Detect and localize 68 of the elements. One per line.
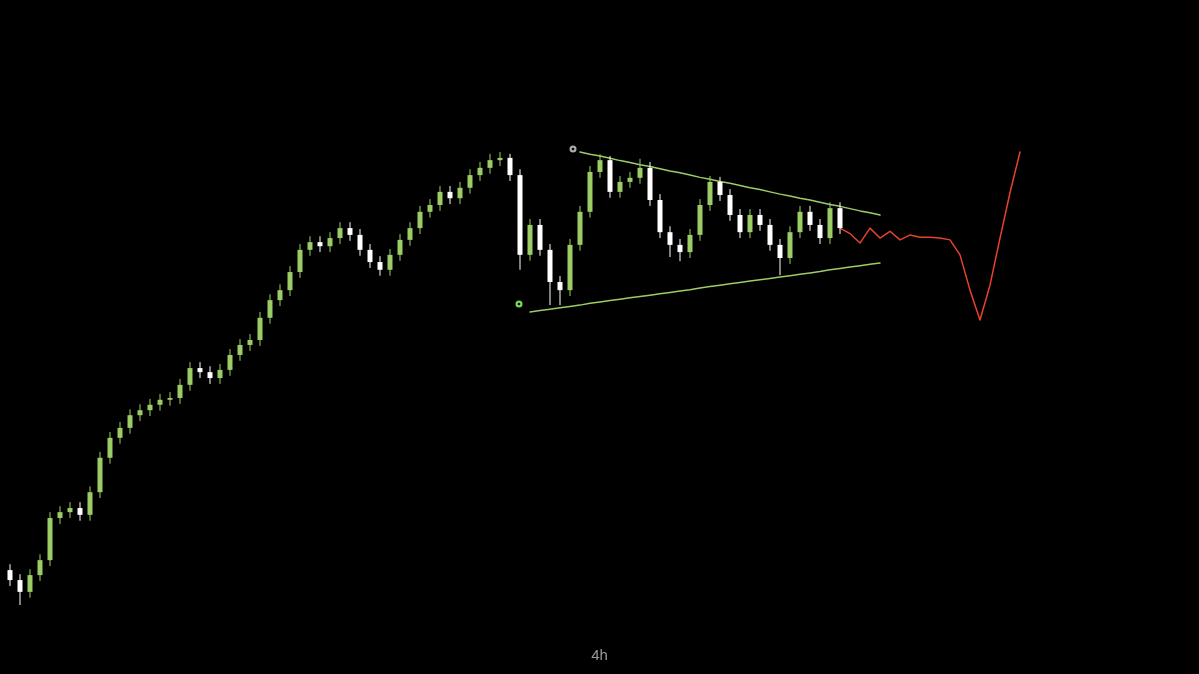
candlestick [207, 365, 213, 385]
candlestick [357, 228, 363, 257]
candlestick [617, 175, 623, 199]
candlestick [377, 255, 383, 277]
candlestick [397, 233, 403, 262]
candlestick [137, 403, 143, 422]
candlestick [237, 338, 243, 362]
candlestick [277, 283, 283, 307]
candlestick [287, 265, 293, 297]
candlestick [637, 158, 643, 185]
candlestick [317, 235, 323, 253]
candlestick [347, 221, 353, 242]
candlestick [307, 235, 313, 257]
candlestick [27, 568, 33, 599]
candlestick [477, 161, 483, 182]
candlestick [337, 221, 343, 245]
candlestick [507, 153, 513, 182]
candlestick [777, 238, 783, 276]
candlestick [67, 501, 73, 519]
candlestick [707, 175, 713, 212]
candlestick [447, 185, 453, 205]
candlestick [267, 293, 273, 325]
candlestick [737, 208, 743, 239]
candlestick [297, 243, 303, 279]
candlestick [167, 391, 173, 407]
candlestick [817, 218, 823, 245]
candlestick [327, 231, 333, 253]
candlestick [367, 243, 373, 269]
candlestick [677, 238, 683, 262]
candlestick [797, 205, 803, 239]
candlestick [177, 378, 183, 405]
candlestick [187, 361, 193, 392]
candlestick [147, 398, 153, 417]
candlestick [227, 348, 233, 377]
candlestick [727, 188, 733, 222]
candlestick [757, 208, 763, 232]
candlestick [557, 275, 563, 306]
candlestick [57, 505, 63, 525]
candlestick [117, 421, 123, 445]
candlestick [767, 218, 773, 252]
candlestick [77, 501, 83, 522]
candlestick [837, 201, 843, 235]
candlestick [7, 563, 13, 587]
candlestick [437, 185, 443, 212]
candlestick [467, 168, 473, 195]
candlestick [627, 171, 633, 189]
candlestick [247, 333, 253, 352]
candlestick [497, 151, 503, 167]
candlestick [87, 485, 93, 522]
candlestick [157, 393, 163, 412]
candlestick [667, 225, 673, 258]
candlestick [407, 221, 413, 247]
candlestick [107, 431, 113, 465]
candlestick [127, 408, 133, 435]
candlestick [487, 153, 493, 175]
candlestick [717, 176, 723, 202]
text: 4h [591, 646, 608, 663]
candlestick [427, 198, 433, 219]
candlestick [257, 311, 263, 347]
candlestick [387, 248, 393, 277]
candlestick [417, 205, 423, 235]
candlestick [807, 205, 813, 232]
candlestick [687, 228, 693, 259]
candlestick [217, 363, 223, 385]
candlestick [747, 208, 753, 239]
candlestick [197, 361, 203, 379]
candlestick [457, 181, 463, 205]
candlestick [37, 553, 43, 582]
